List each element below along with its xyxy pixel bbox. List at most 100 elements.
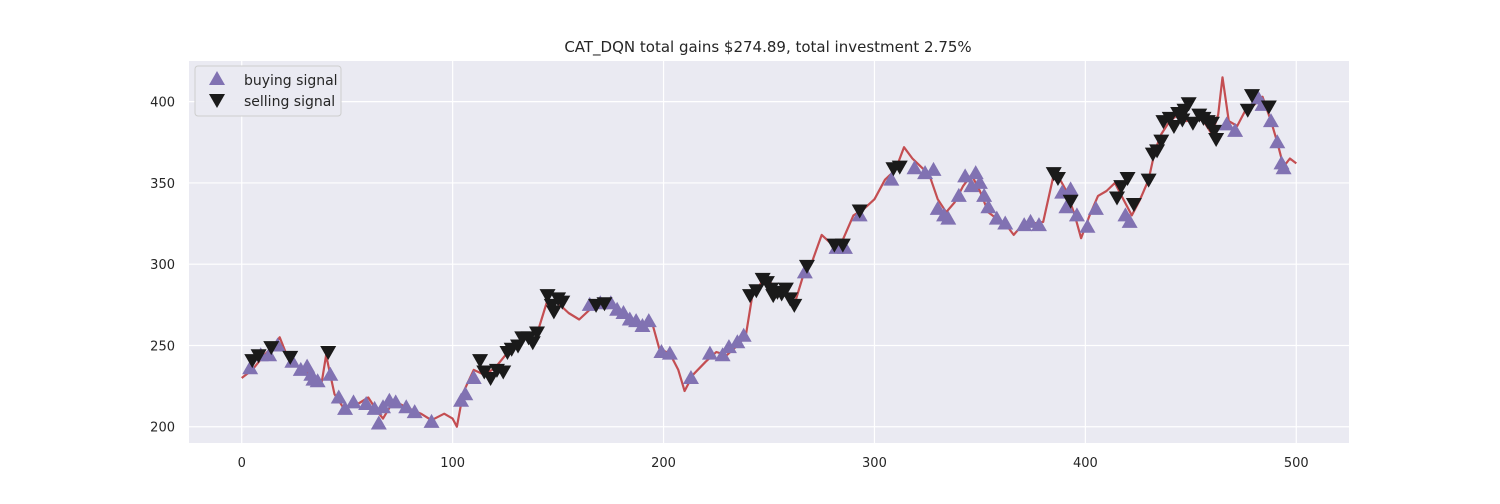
sell-signal-marker: [1125, 198, 1142, 213]
buy-signal-marker: [720, 339, 737, 354]
buy-signal-marker: [1121, 213, 1138, 228]
sell-signal-marker: [1113, 180, 1130, 195]
legend-sell-label: selling signal: [244, 94, 335, 110]
buy-signal-marker: [976, 187, 993, 202]
buy-signal-marker: [1079, 218, 1096, 233]
x-tick-label: 100: [440, 456, 465, 471]
sell-signal-marker: [1165, 120, 1182, 135]
sell-signal-marker: [1153, 134, 1170, 149]
sell-signal-marker: [834, 238, 851, 253]
y-tick-label: 350: [150, 177, 175, 192]
buy-signal-marker: [1218, 116, 1235, 131]
y-tick-label: 250: [150, 339, 175, 354]
buy-signal-marker: [309, 373, 326, 388]
sell-signal-marker: [282, 350, 299, 365]
buy-signal-marker: [980, 199, 997, 214]
chart-title: CAT_DQN total gains $274.89, total inves…: [564, 38, 971, 57]
buy-signal-marker: [1275, 160, 1292, 175]
buy-signal-marker: [1058, 199, 1075, 214]
grid-lines: [189, 61, 1349, 443]
sell-signal-marker: [495, 365, 512, 380]
buy-signal-marker: [465, 369, 482, 384]
sell-signal-marker: [1119, 172, 1136, 187]
sell-signal-marker: [250, 349, 267, 364]
buy-signal-marker: [925, 161, 942, 176]
buy-signal-marker: [940, 210, 957, 225]
buy-signal-marker: [337, 400, 354, 415]
sell-signal-marker: [1184, 116, 1201, 131]
buy-signal-marker: [457, 386, 474, 401]
buy-signal-marker: [929, 200, 946, 215]
buy-signal-marker: [358, 395, 375, 410]
legend-buy-label: buying signal: [244, 73, 338, 89]
buy-signal-marker: [423, 413, 440, 428]
buy-signal-marker: [330, 389, 347, 404]
buy-signal-marker: [406, 404, 423, 419]
buy-signal-marker: [682, 369, 699, 384]
sell-signal-marker: [1062, 194, 1079, 209]
sell-signal-marker: [748, 284, 765, 299]
buy-signal-marker: [661, 345, 678, 360]
legend-sell-marker: [209, 94, 225, 108]
y-tick-label: 200: [150, 421, 175, 436]
sell-signal-marker: [1203, 116, 1220, 131]
sell-signal-marker: [798, 259, 815, 274]
buy-signal-marker: [714, 347, 731, 362]
x-tick-label: 300: [862, 456, 887, 471]
buy-signal-marker: [322, 366, 339, 381]
buy-signal-marker: [883, 171, 900, 186]
sell-signal-marker: [529, 326, 545, 341]
sell-signal-marker: [1180, 97, 1197, 112]
sell-signal-marker: [472, 354, 489, 369]
sell-signal-marker: [263, 341, 280, 356]
buy-signal-marker: [988, 210, 1005, 225]
buy-signal-marker: [1022, 213, 1039, 228]
y-tick-label: 400: [150, 96, 175, 111]
sell-signal-marker: [482, 371, 499, 386]
sell-signal-marker: [545, 305, 562, 320]
buy-signal-marker: [640, 313, 657, 328]
sell-signal-marker: [1243, 89, 1260, 104]
x-tick-label: 200: [651, 456, 676, 471]
sell-signal-marker: [1260, 100, 1277, 115]
sell-signal-marker: [1109, 191, 1125, 206]
buy-signal-marker: [1227, 122, 1244, 137]
sell-signal-marker: [851, 204, 868, 219]
sell-signal-marker: [891, 160, 908, 175]
buy-signal-marker: [997, 215, 1014, 230]
sell-signal-marker: [1161, 111, 1178, 126]
sell-signal-marker: [777, 282, 794, 297]
sell-signal-layer: [244, 89, 1277, 386]
buy-signal-marker: [1030, 217, 1047, 232]
x-tick-label: 0: [238, 456, 246, 471]
sell-signal-marker: [1208, 133, 1225, 148]
buy-signal-marker: [615, 304, 632, 319]
buy-signal-marker: [796, 264, 813, 279]
buy-signal-marker: [1262, 113, 1279, 128]
buy-signal-marker: [971, 174, 988, 189]
buy-signal-marker: [1269, 134, 1286, 149]
sell-signal-marker: [1049, 172, 1066, 187]
buy-signal-marker: [701, 345, 718, 360]
buy-signal-marker: [242, 360, 259, 375]
sell-signal-marker: [1239, 103, 1256, 118]
legend-buy-marker: [209, 71, 225, 85]
sell-signal-marker: [1206, 124, 1223, 139]
buy-signal-marker: [387, 394, 404, 409]
buy-signal-marker: [735, 327, 752, 342]
buy-signal-marker: [1062, 181, 1079, 196]
buy-signal-marker: [261, 347, 278, 362]
sell-signal-marker: [554, 295, 571, 310]
sell-signal-marker: [786, 298, 803, 313]
sell-signal-marker: [320, 345, 337, 360]
y-tick-label: 300: [150, 258, 175, 273]
sell-signal-marker: [596, 297, 613, 312]
buy-signal-marker: [370, 415, 387, 430]
legend-box: [194, 65, 342, 117]
legend: buying signal selling signal: [194, 65, 342, 117]
buy-signal-marker: [398, 399, 415, 414]
buy-signal-marker: [345, 394, 362, 409]
buy-signal-marker: [906, 160, 923, 175]
